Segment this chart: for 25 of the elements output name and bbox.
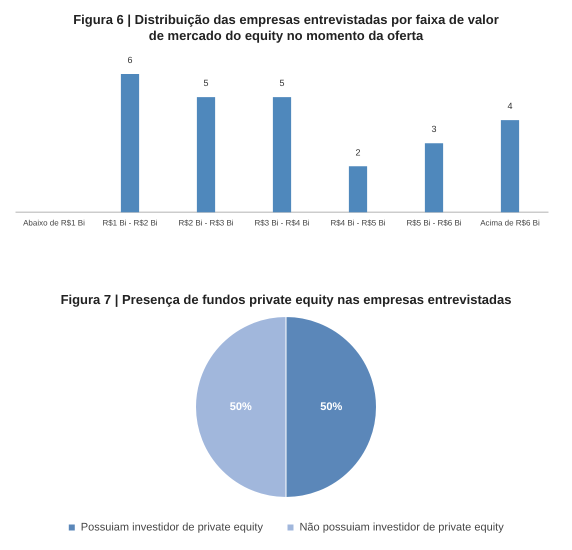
x-tick-label: R$3 Bi - R$4 Bi bbox=[254, 218, 310, 228]
data-label: 4 bbox=[507, 101, 513, 112]
data-label: 50% bbox=[320, 401, 342, 414]
bar bbox=[196, 97, 216, 212]
bar bbox=[272, 97, 292, 212]
legend-label: Possuiam investidor de private equity bbox=[80, 522, 264, 534]
data-label: 2 bbox=[355, 147, 361, 158]
data-label: 5 bbox=[279, 78, 285, 88]
x-tick-label: Abaixo de R$1 Bi bbox=[23, 218, 86, 228]
data-label: 5 bbox=[203, 78, 209, 88]
data-label: 6 bbox=[127, 54, 133, 65]
x-tick-label: R$4 Bi - R$5 Bi bbox=[330, 218, 386, 228]
data-label: 3 bbox=[431, 124, 437, 134]
x-tick-label: R$5 Bi - R$6 Bi bbox=[406, 218, 462, 228]
bar bbox=[348, 166, 368, 212]
chart-title: Figura 7 | Presença de fundos private equity nas empresas entrevistadas bbox=[60, 292, 512, 308]
x-tick-label: Acima de R$6 Bi bbox=[480, 218, 540, 228]
bar bbox=[500, 120, 520, 212]
data-label: 50% bbox=[230, 401, 252, 414]
bar bbox=[424, 143, 444, 212]
chart-title: Figura 6 | Distribuição das empresas entrevistadas por faixa de valor de mercado do equity no momento da oferta bbox=[72, 12, 500, 44]
x-tick-label: R$1 Bi - R$2 Bi bbox=[102, 218, 158, 228]
x-tick-label: R$2 Bi - R$3 Bi bbox=[178, 218, 234, 228]
legend-label: Não possuiam investidor de private equity bbox=[299, 522, 504, 534]
bar bbox=[120, 74, 140, 212]
